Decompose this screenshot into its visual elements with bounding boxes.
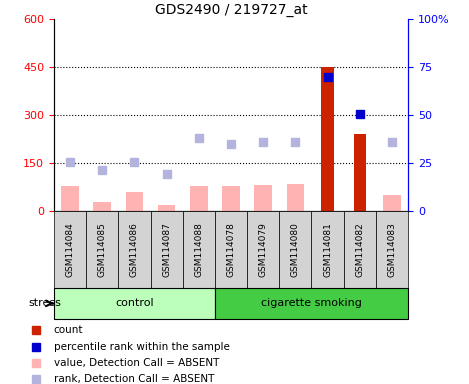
Text: GSM114078: GSM114078 — [227, 222, 235, 277]
Text: GSM114087: GSM114087 — [162, 222, 171, 277]
Text: GSM114080: GSM114080 — [291, 222, 300, 277]
Bar — [222, 185, 240, 211]
Text: GSM114084: GSM114084 — [66, 222, 75, 277]
Text: GSM114085: GSM114085 — [98, 222, 107, 277]
Bar — [311, 211, 344, 288]
Bar — [254, 185, 272, 211]
Text: rank, Detection Call = ABSENT: rank, Detection Call = ABSENT — [54, 374, 214, 384]
Bar — [215, 211, 247, 288]
Bar — [158, 205, 175, 211]
Bar — [54, 211, 86, 288]
Title: GDS2490 / 219727_at: GDS2490 / 219727_at — [155, 3, 307, 17]
Bar — [376, 211, 408, 288]
Text: control: control — [115, 298, 154, 308]
Bar — [287, 184, 304, 211]
Bar — [354, 134, 366, 211]
Bar — [118, 211, 151, 288]
Bar — [54, 288, 215, 319]
Bar — [86, 211, 118, 288]
Bar — [183, 211, 215, 288]
Text: value, Detection Call = ABSENT: value, Detection Call = ABSENT — [54, 358, 219, 368]
Bar — [93, 202, 111, 211]
Text: GSM114088: GSM114088 — [194, 222, 203, 277]
Bar — [247, 211, 279, 288]
Bar — [344, 211, 376, 288]
Text: GSM114082: GSM114082 — [355, 222, 364, 277]
Bar — [151, 211, 183, 288]
Bar — [279, 211, 311, 288]
Text: GSM114083: GSM114083 — [387, 222, 396, 277]
Text: GSM114086: GSM114086 — [130, 222, 139, 277]
Bar — [383, 195, 401, 211]
Bar — [321, 67, 334, 211]
Bar — [61, 185, 79, 211]
Text: cigarette smoking: cigarette smoking — [261, 298, 362, 308]
Bar — [126, 192, 143, 211]
Text: GSM114081: GSM114081 — [323, 222, 332, 277]
Text: GSM114079: GSM114079 — [259, 222, 268, 277]
Text: count: count — [54, 326, 83, 336]
Text: stress: stress — [28, 298, 61, 308]
Text: percentile rank within the sample: percentile rank within the sample — [54, 342, 230, 352]
Bar — [215, 288, 408, 319]
Bar — [190, 185, 208, 211]
